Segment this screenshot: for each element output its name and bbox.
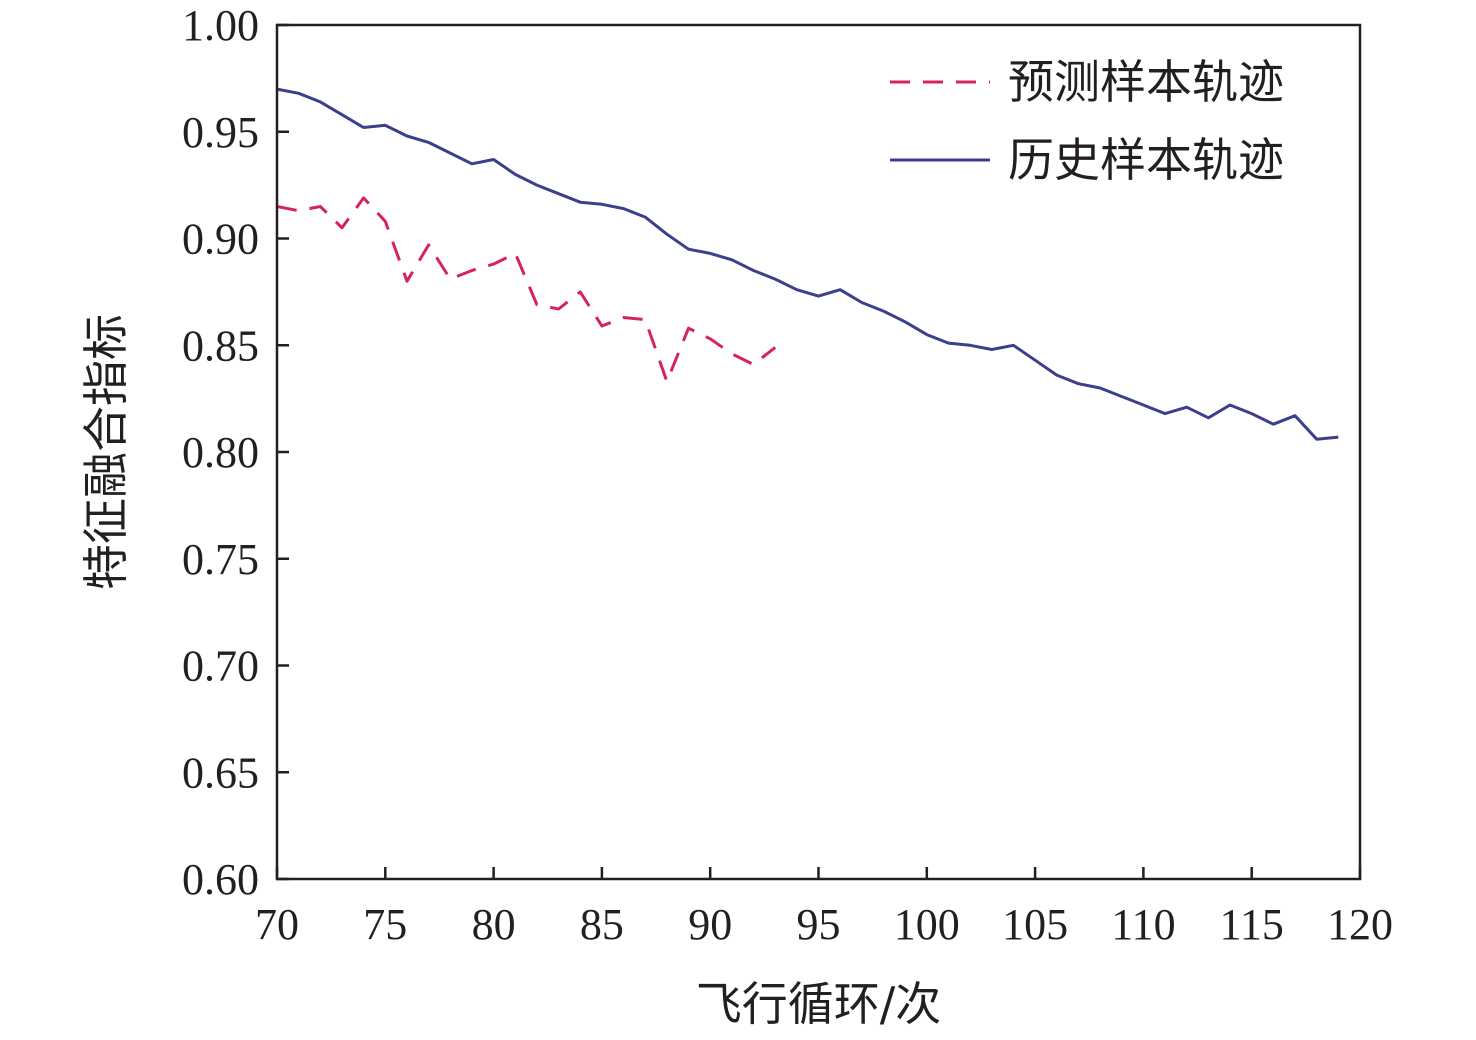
x-axis-title: 飞行循环/次 xyxy=(696,977,942,1031)
y-tick-label: 0.90 xyxy=(182,215,259,264)
y-tick-label: 1.00 xyxy=(182,1,259,50)
legend-label-predicted: 预测样本轨迹 xyxy=(1008,55,1284,109)
y-tick-label: 0.95 xyxy=(182,108,259,157)
legend: 预测样本轨迹 历史样本轨迹 xyxy=(890,55,1284,187)
x-tick-label: 115 xyxy=(1220,900,1284,949)
y-tick-label: 0.85 xyxy=(182,321,259,370)
y-tick-label: 0.80 xyxy=(182,428,259,477)
x-tick-label: 70 xyxy=(255,900,299,949)
x-tick-label: 85 xyxy=(580,900,624,949)
series-lines xyxy=(276,87,1339,441)
y-axis: 0.60 0.65 0.70 0.75 0.80 0.85 0.90 0.95 1.00 xyxy=(182,1,289,904)
x-axis: 70 75 80 85 90 95 100 105 110 115 120 xyxy=(255,867,1393,949)
series-line-predicted xyxy=(276,196,777,383)
x-tick-label: 120 xyxy=(1327,900,1393,949)
x-tick-label: 75 xyxy=(363,900,407,949)
y-tick-label: 0.70 xyxy=(182,642,259,691)
x-tick-label: 95 xyxy=(797,900,841,949)
y-tick-label: 0.75 xyxy=(182,535,259,584)
x-tick-label: 105 xyxy=(1002,900,1068,949)
y-axis-title: 特征融合指标 xyxy=(79,314,133,590)
x-tick-label: 80 xyxy=(472,900,516,949)
x-tick-label: 110 xyxy=(1111,900,1175,949)
series-line-historical xyxy=(276,87,1339,441)
x-tick-label: 100 xyxy=(894,900,960,949)
x-tick-label: 90 xyxy=(688,900,732,949)
y-tick-label: 0.65 xyxy=(182,748,259,797)
y-tick-label: 0.60 xyxy=(182,855,259,904)
legend-label-historical: 历史样本轨迹 xyxy=(1008,133,1284,187)
